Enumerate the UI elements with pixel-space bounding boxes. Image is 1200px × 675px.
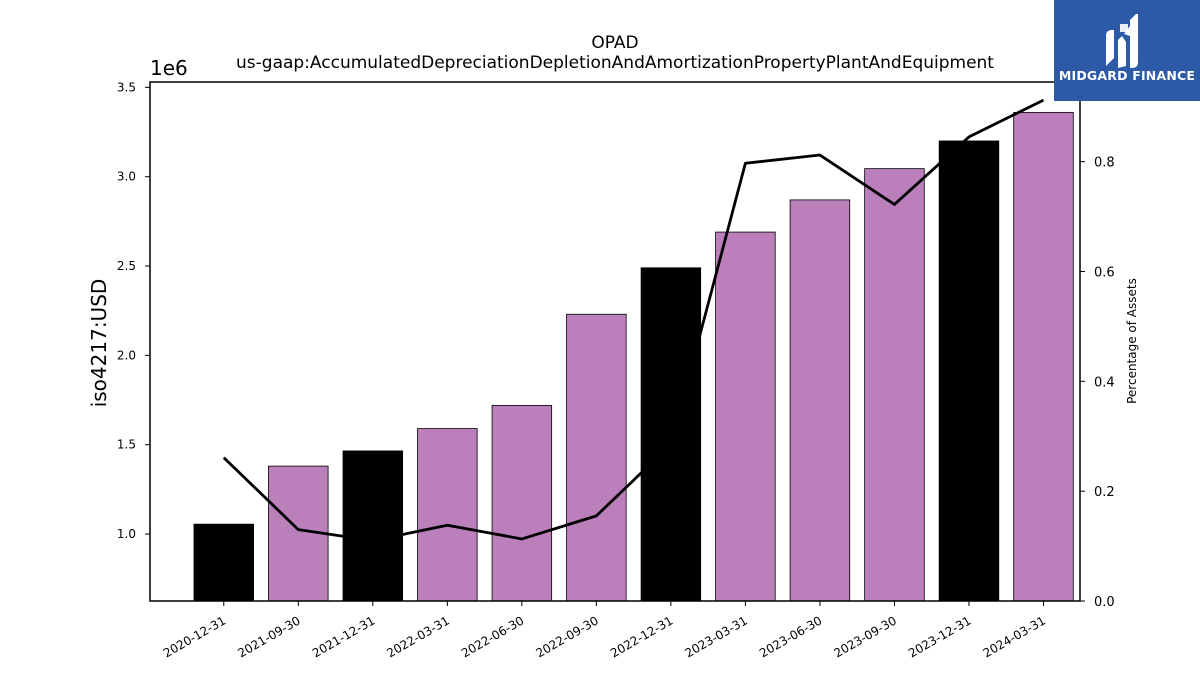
x-axis: 2020-12-31 2021-09-30 2021-12-31 2022-03-31… <box>161 601 1048 660</box>
x-tick-label: 2021-12-31 <box>310 613 377 660</box>
bar-2020-12-31 <box>193 523 254 602</box>
bar-2023-03-31 <box>715 231 776 602</box>
y-tick-label: 2.0 <box>117 348 136 362</box>
bar-2022-12-31 <box>640 267 702 602</box>
logo-text: MIDGARD FINANCE <box>1058 68 1196 83</box>
bar-2023-06-30 <box>789 199 851 602</box>
y-multiplier-label: 1e6 <box>150 56 188 80</box>
y-tick-label: 3.0 <box>117 170 136 184</box>
y-tick-label: 1.0 <box>117 527 136 541</box>
y-right-tick-label: 0.6 <box>1094 265 1115 280</box>
y-tick-label: 1.5 <box>117 438 136 452</box>
y-axis-right: 0.0 0.2 0.4 0.6 0.8 <box>1080 156 1115 610</box>
x-tick-label: 2023-03-31 <box>683 613 750 660</box>
bar-2022-09-30 <box>566 313 627 602</box>
logo: MIDGARD FINANCE <box>1054 0 1200 101</box>
y-right-tick-label: 0.2 <box>1094 485 1115 500</box>
x-tick-label: 2022-12-31 <box>608 613 675 660</box>
x-tick-label: 2021-09-30 <box>235 613 302 660</box>
bar-2022-06-30 <box>491 404 553 602</box>
bars-group <box>193 111 1074 602</box>
x-tick-label: 2024-03-31 <box>981 613 1048 660</box>
bar-2024-03-31 <box>1013 111 1074 602</box>
y-axis-label: iso4217:USD <box>87 279 111 408</box>
y-axis-right-label: Percentage of Assets <box>1125 278 1139 404</box>
x-tick-label: 2023-09-30 <box>832 613 899 660</box>
chart-title: OPAD <box>591 33 638 53</box>
y-right-tick-label: 0.4 <box>1094 375 1115 390</box>
x-tick-label: 2022-06-30 <box>459 613 526 660</box>
chart-subtitle: us-gaap:AccumulatedDepreciationDepletion… <box>236 53 994 73</box>
bar-2022-03-31 <box>417 428 478 602</box>
y-tick-label: 2.5 <box>117 259 136 273</box>
y-axis-left: 1.0 1.5 2.0 2.5 3.0 3.5 <box>117 80 150 541</box>
bar-2023-09-30 <box>864 168 925 602</box>
plot-frame <box>149 81 1081 602</box>
y-right-tick-label: 0.8 <box>1094 156 1115 171</box>
x-tick-label: 2020-12-31 <box>161 613 228 660</box>
x-tick-label: 2022-09-30 <box>533 613 600 660</box>
y-tick-label: 3.5 <box>117 80 136 94</box>
percentage-line <box>222 98 1045 542</box>
x-tick-label: 2022-03-31 <box>384 613 451 660</box>
x-tick-label: 2023-06-30 <box>757 613 824 660</box>
line-series-group <box>222 98 1045 542</box>
bar-2021-12-31 <box>342 450 404 602</box>
x-tick-label: 2023-12-31 <box>906 613 973 660</box>
midgard-logo-icon <box>1106 14 1138 68</box>
y-right-tick-label: 0.0 <box>1094 595 1115 610</box>
bar-2023-12-31 <box>938 140 1000 602</box>
